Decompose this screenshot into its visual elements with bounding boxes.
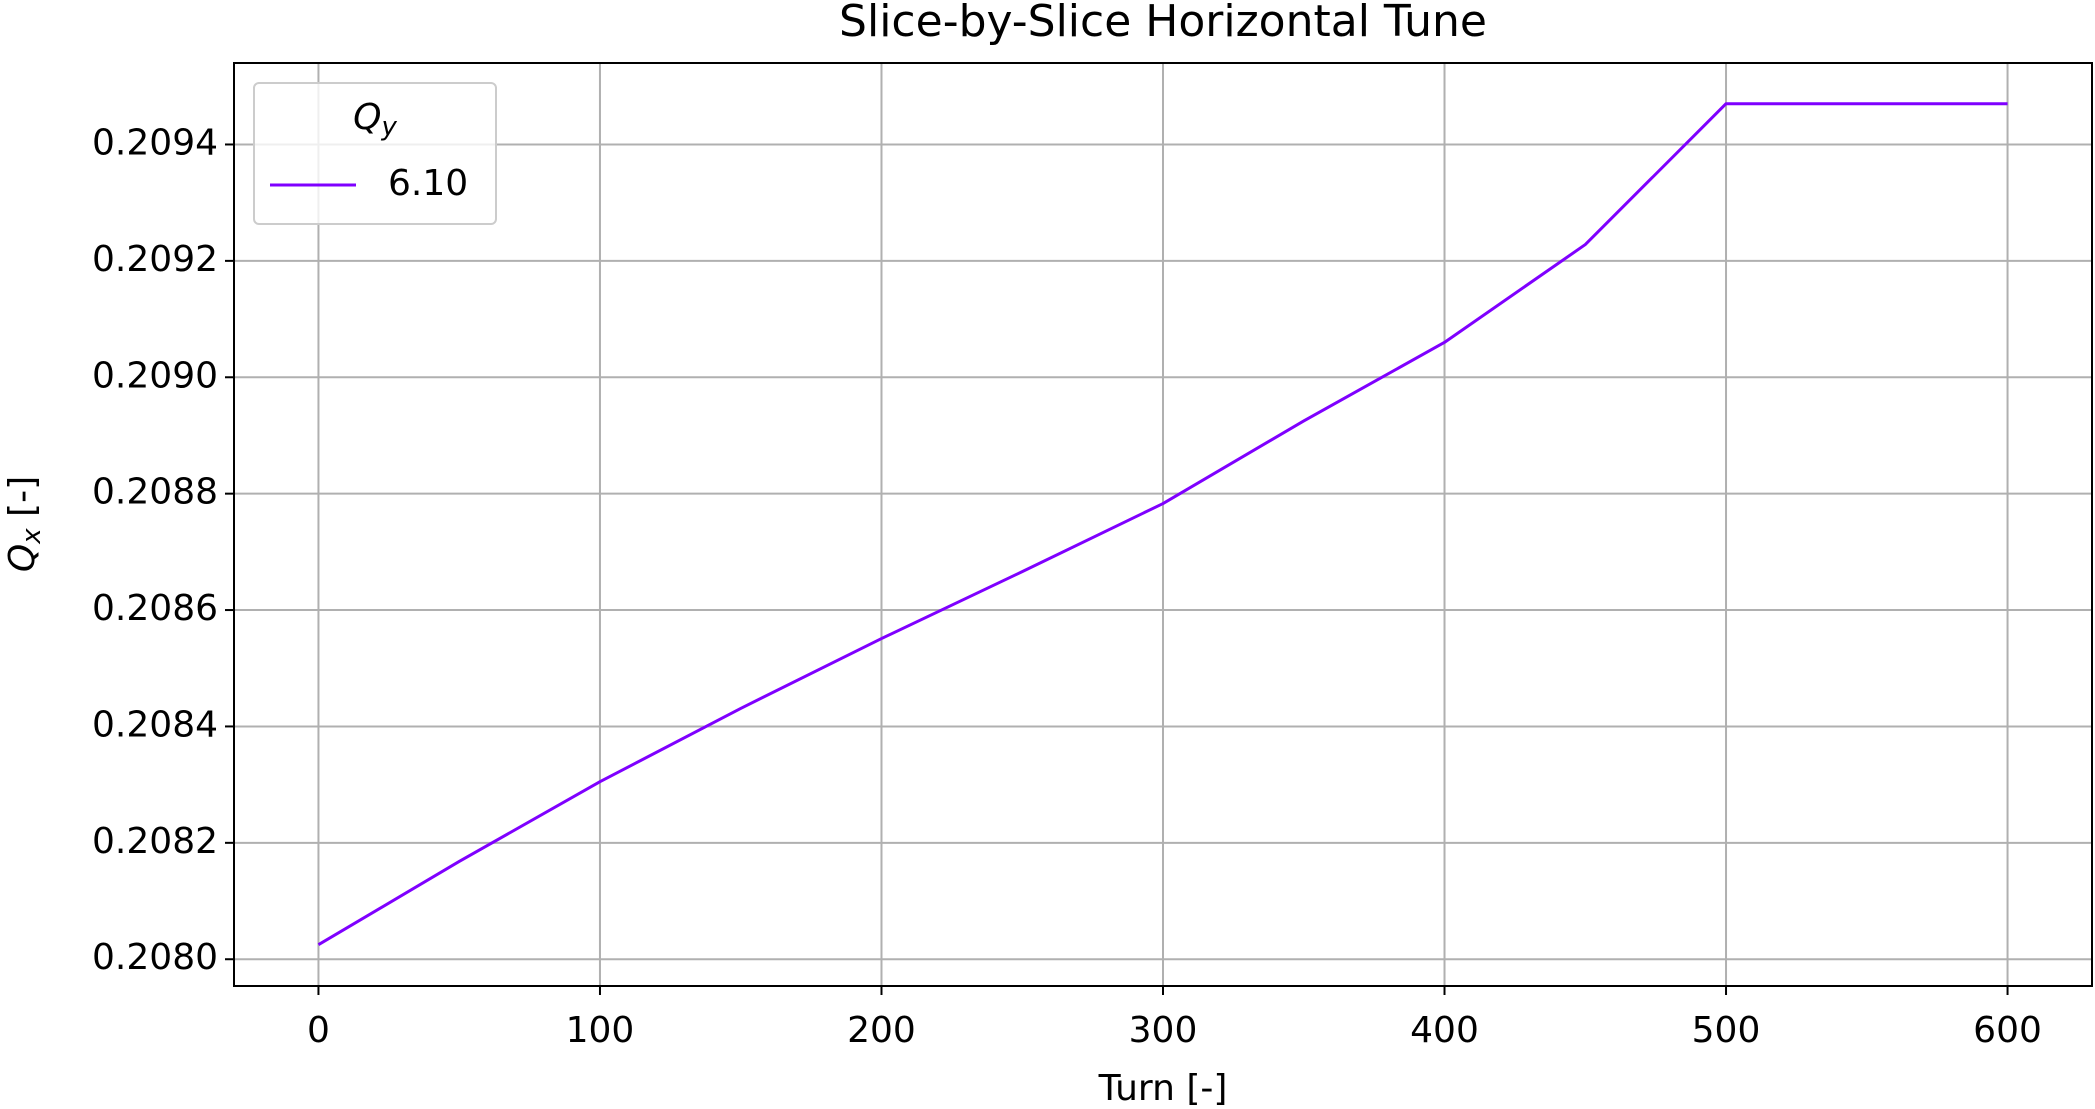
- y-tick-label: 0.2090: [92, 355, 218, 396]
- x-tick-label: 600: [1973, 1010, 2042, 1051]
- chart-title: Slice-by-Slice Horizontal Tune: [839, 0, 1487, 47]
- x-axis-label: Turn [-]: [1098, 1068, 1228, 1109]
- legend: Qy 6.10: [253, 82, 497, 225]
- x-tick-label: 0: [307, 1010, 330, 1051]
- y-tick-label: 0.2080: [92, 937, 218, 978]
- legend-title: Qy: [353, 97, 397, 142]
- y-tick-label: 0.2094: [92, 122, 218, 163]
- x-tick-label: 500: [1692, 1010, 1761, 1051]
- legend-box: [253, 82, 497, 225]
- y-tick-label: 0.2082: [92, 821, 218, 862]
- x-tick-label: 200: [847, 1010, 916, 1051]
- plot-frame: [233, 62, 2093, 987]
- y-label-unit: [-]: [2, 476, 43, 529]
- y-label-subscript: x: [17, 528, 47, 545]
- y-label-symbol: Q: [2, 544, 43, 572]
- y-tick-label: 0.2086: [92, 588, 218, 629]
- y-tick-label: 0.2088: [92, 472, 218, 513]
- legend-label: 6.10: [388, 163, 468, 204]
- x-tick-label: 300: [1129, 1010, 1198, 1051]
- y-axis-label: Qx [-]: [2, 476, 47, 572]
- y-tick-label: 0.2084: [92, 704, 218, 745]
- x-tick-label: 400: [1410, 1010, 1479, 1051]
- x-tick-label: 100: [566, 1010, 635, 1051]
- y-tick-label: 0.2092: [92, 239, 218, 280]
- legend-title-symbol: Q: [353, 97, 381, 138]
- legend-title-subscript: y: [380, 112, 397, 142]
- series-line: [317, 102, 2008, 946]
